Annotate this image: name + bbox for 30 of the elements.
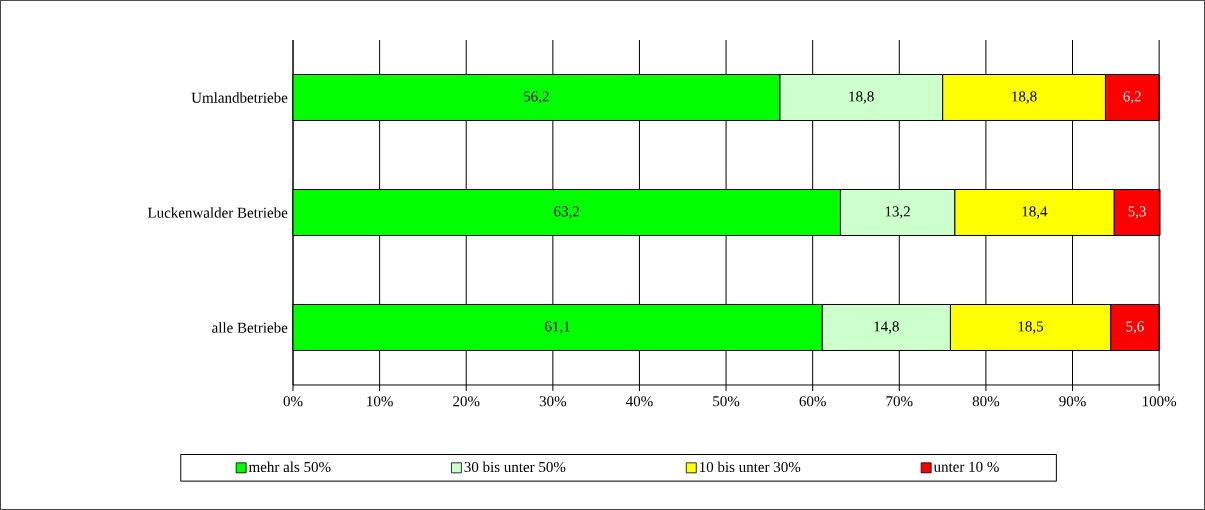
x-tick-label: 90%	[1059, 396, 1086, 407]
x-tick-label: 60%	[799, 396, 826, 407]
data-label: 61,1	[545, 321, 570, 334]
data-label: 13,2	[885, 206, 910, 219]
y-tick-label: alle Betriebe	[212, 322, 288, 333]
data-label: 18,8	[1012, 91, 1037, 104]
data-label: 18,4	[1022, 206, 1048, 219]
x-tick-label: 80%	[972, 396, 1000, 407]
data-label: 5,6	[1126, 321, 1144, 334]
legend-label: 30 bis unter 50%	[464, 461, 566, 473]
data-label: 6,2	[1123, 91, 1141, 104]
data-label: 5,3	[1128, 206, 1146, 219]
x-tick-label: 50%	[713, 396, 740, 407]
legend-label: mehr als 50%	[248, 461, 331, 473]
data-label: 14,8	[874, 321, 899, 334]
x-tick-label: 40%	[626, 396, 653, 407]
y-tick-label: Umlandbetriebe	[191, 92, 288, 103]
x-tick-label: 20%	[453, 396, 480, 407]
data-label: 18,5	[1018, 321, 1044, 334]
x-tick-label: 70%	[886, 396, 913, 407]
x-tick-label: 30%	[539, 396, 567, 407]
legend-label: 10 bis unter 30%	[700, 461, 801, 473]
x-tick-label: 0%	[283, 396, 303, 407]
data-label: 56,2	[524, 91, 549, 104]
data-label: 18,8	[849, 91, 874, 104]
legend-label: unter 10 %	[933, 461, 999, 472]
data-label: 63,2	[554, 206, 579, 219]
x-tick-label: 100%	[1142, 396, 1177, 407]
x-tick-label: 10%	[367, 396, 393, 407]
y-tick-label: Luckenwalder Betriebe	[147, 207, 288, 218]
